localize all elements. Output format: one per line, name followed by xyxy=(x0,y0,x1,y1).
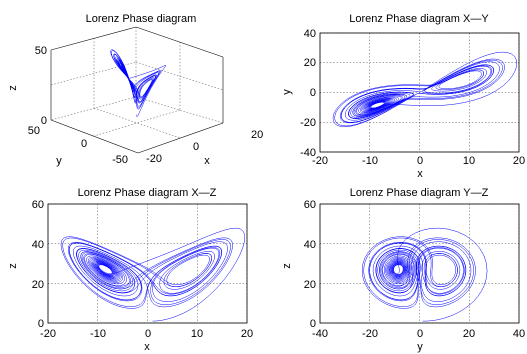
y-tick-label: -20 xyxy=(300,117,316,129)
y-tick-label: 60 xyxy=(304,199,316,211)
x-axis-label: x xyxy=(144,341,150,353)
y-tick-label: 50 xyxy=(28,125,40,137)
x-tick-label: -20 xyxy=(40,328,56,340)
x-tick-label: 10 xyxy=(463,155,475,167)
plot-frame-xy xyxy=(319,32,520,153)
x-tick-label: -10 xyxy=(90,328,106,340)
y-tick-label: 20 xyxy=(304,279,316,291)
x-axis-label: x xyxy=(204,155,210,167)
y-tick-label: 60 xyxy=(32,199,44,211)
z-tick-label: 0 xyxy=(41,115,47,127)
x-tick-label: 0 xyxy=(417,155,423,167)
z-axis-label: z xyxy=(7,85,19,91)
chart-title: Lorenz Phase diagram xyxy=(86,13,197,25)
plot-frame-xz xyxy=(47,203,248,324)
panel-3d: Lorenz Phase diagram 50 0 z 50 0 -50 y xyxy=(7,13,263,167)
x-tick-label: -10 xyxy=(362,155,378,167)
x-tick-label: 20 xyxy=(513,155,525,167)
y-axis-label: z xyxy=(7,263,19,269)
axes-box-3d xyxy=(50,26,224,154)
x-tick-label: 0 xyxy=(193,141,199,153)
y-tick-label: 40 xyxy=(304,28,316,40)
attractor-trace-yz xyxy=(361,227,488,322)
x-tick-label: -20 xyxy=(312,155,328,167)
y-tick-label: 0 xyxy=(38,318,44,330)
x-ticks-xy: -20 -10 0 10 20 xyxy=(312,155,525,167)
y-axis-label: y xyxy=(56,155,62,167)
y-tick-label: 0 xyxy=(310,318,316,330)
x-tick-label: 40 xyxy=(513,328,525,340)
plot-frame-yz xyxy=(319,203,520,324)
attractor-trace-xy xyxy=(332,51,518,128)
y-tick-label: 0 xyxy=(310,87,316,99)
chart-title: Lorenz Phase diagram X—Y xyxy=(349,13,489,25)
z-tick-label: 50 xyxy=(35,45,47,57)
y-tick-label: -50 xyxy=(112,154,128,166)
attractor-trace-xz xyxy=(60,227,246,322)
x-tick-label: 0 xyxy=(145,328,151,340)
x-tick-label: 20 xyxy=(251,129,263,141)
x-tick-label: -20 xyxy=(146,153,162,165)
y-axis-label: z xyxy=(281,263,293,269)
x-tick-label: -40 xyxy=(312,328,328,340)
panel-xy: Lorenz Phase diagram X—Y 40 20 0 -20 -40… xyxy=(281,13,525,180)
x-tick-label: 0 xyxy=(417,328,423,340)
chart-title: Lorenz Phase diagram Y—Z xyxy=(350,187,489,199)
x-ticks-yz: -40 -20 0 20 40 xyxy=(312,328,525,340)
y-ticks-xy: 40 20 0 -20 -40 xyxy=(300,28,316,159)
grid-xy xyxy=(319,32,520,153)
y-tick-label: 20 xyxy=(304,57,316,69)
x-axis-label: y xyxy=(417,341,423,353)
panel-xz: Lorenz Phase diagram X—Z 60 40 20 0 z -2… xyxy=(7,187,253,353)
x-axis-label: x xyxy=(417,168,423,180)
chart-title: Lorenz Phase diagram X—Z xyxy=(78,187,217,199)
x-tick-label: 20 xyxy=(241,328,253,340)
attractor-trace-3d xyxy=(110,49,167,117)
x-tick-label: -20 xyxy=(362,328,378,340)
panel-yz: Lorenz Phase diagram Y—Z 60 40 20 0 z -4… xyxy=(281,187,525,353)
y-ticks-yz: 60 40 20 0 xyxy=(304,199,316,330)
y-tick-label: 40 xyxy=(32,239,44,251)
y-tick-label: -40 xyxy=(300,147,316,159)
y-tick-label: 40 xyxy=(304,239,316,251)
x-tick-label: 20 xyxy=(463,328,475,340)
y-tick-label: 0 xyxy=(81,138,87,150)
y-ticks-xz: 60 40 20 0 xyxy=(32,199,44,330)
x-ticks-xz: -20 -10 0 10 20 xyxy=(40,328,253,340)
y-axis-label: y xyxy=(281,89,293,95)
grid-xz xyxy=(47,203,248,324)
y-tick-label: 20 xyxy=(32,279,44,291)
x-tick-label: 10 xyxy=(191,328,203,340)
